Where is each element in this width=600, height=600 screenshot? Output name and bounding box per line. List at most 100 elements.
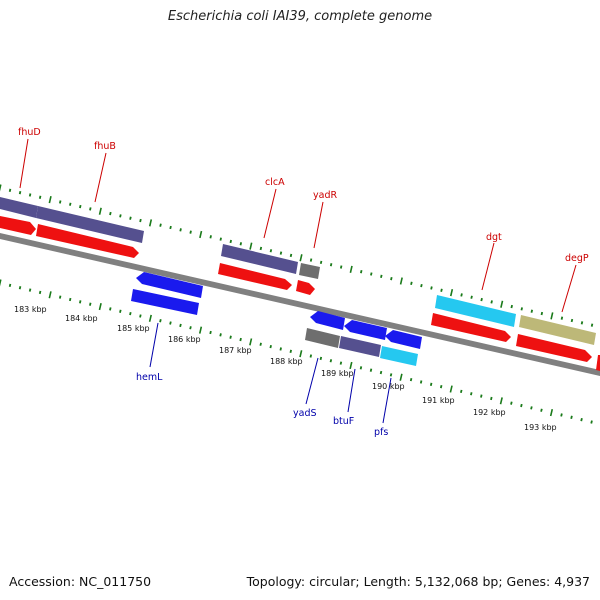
gene-label-yadR[interactable]: yadR [313, 190, 337, 201]
gene-label-pfs[interactable]: pfs [374, 427, 388, 438]
scale-tick [349, 265, 353, 273]
scale-tick [148, 219, 153, 227]
scale-tick [189, 230, 192, 234]
gene-label-hemL[interactable]: hemL [136, 372, 163, 383]
scale-tick [530, 406, 533, 410]
gene-yadR-bar[interactable] [299, 263, 320, 279]
scale-tick [8, 283, 12, 288]
scale-tick [109, 211, 112, 216]
gene-label-degP[interactable]: degP [565, 253, 589, 264]
scale-tick [399, 277, 403, 285]
kbp-label: 192 kbp [473, 408, 506, 417]
scale-tick [169, 321, 172, 325]
scale-tick [449, 289, 454, 297]
gene-label-yadS[interactable]: yadS [293, 408, 317, 419]
scale-tick [309, 258, 313, 262]
scale-tick [359, 366, 363, 370]
gene-pfs-bar[interactable] [380, 346, 418, 366]
scale-tick [199, 230, 203, 239]
gene-btuF-bar[interactable] [339, 336, 381, 357]
scale-tick [289, 253, 293, 258]
gene-degP-bar[interactable] [519, 315, 596, 345]
scale-tick [48, 196, 52, 204]
gene-feature[interactable] [218, 263, 292, 290]
kbp-label: 187 kbp [219, 346, 252, 355]
gene-feature[interactable] [296, 280, 315, 295]
scale-tick [0, 279, 2, 287]
scale-tick [410, 281, 413, 285]
gene-feature[interactable] [136, 272, 203, 298]
scale-tick [470, 392, 473, 396]
scale-tick [48, 291, 52, 299]
scale-tick [269, 249, 273, 253]
scale-tick [179, 228, 182, 232]
gene-fhuB-bar[interactable] [36, 206, 144, 243]
scale-tick [209, 330, 212, 335]
scale-tick [299, 350, 303, 358]
scale-tick [219, 333, 222, 337]
map-title: Escherichia coli IAI39, complete genome [167, 9, 433, 24]
kbp-label: 193 kbp [524, 423, 557, 432]
scale-tick [148, 314, 152, 322]
scale-tick [580, 417, 583, 422]
scale-tick [570, 318, 574, 323]
scale-tick [429, 382, 433, 386]
gene-clcA-bar[interactable] [221, 244, 298, 274]
scale-tick [159, 223, 162, 227]
scale-tick [249, 242, 253, 250]
scale-tick [109, 307, 112, 311]
scale-tick [549, 409, 554, 417]
scale-tick [119, 309, 122, 313]
scale-tick [490, 300, 493, 304]
gene-feature[interactable] [516, 334, 592, 362]
gene-feature[interactable] [431, 313, 511, 342]
scale-tick [390, 276, 393, 281]
scale-tick [78, 300, 82, 304]
scale-tick [299, 254, 303, 262]
scale-tick [89, 207, 92, 211]
gene-label-clcA[interactable]: clcA [265, 177, 285, 188]
scale-tick [409, 377, 413, 382]
scale-tick [510, 401, 513, 405]
gene-fhuD-bar[interactable] [0, 197, 38, 218]
scale-tick [58, 200, 62, 204]
gene-feature[interactable] [310, 311, 345, 330]
reverse-strand-genes [131, 272, 422, 366]
scale-tick [520, 307, 523, 311]
scale-tick [349, 361, 353, 370]
scale-tick [8, 188, 12, 192]
gene-label-fhuD[interactable]: fhuD [18, 127, 41, 138]
gene-feature[interactable] [131, 289, 199, 315]
gene-feature[interactable] [344, 320, 387, 340]
gene-yadS-bar[interactable] [305, 328, 340, 348]
scale-tick [209, 235, 212, 239]
lower-tick-row [0, 279, 593, 424]
scale-tick [139, 314, 142, 318]
gene-dgt-bar[interactable] [435, 295, 516, 327]
gene-feature[interactable] [596, 355, 600, 371]
scale-tick [399, 373, 403, 381]
scale-tick [229, 239, 233, 244]
gene-label-dgt[interactable]: dgt [486, 232, 502, 243]
gene-labels: fhuD fhuB clcA yadR dgt degP hemL yadS b… [18, 127, 589, 438]
gene-label-fhuB[interactable]: fhuB [94, 141, 116, 152]
scale-tick [590, 323, 594, 327]
kbp-scale: 183 kbp 184 kbp 185 kbp 186 kbp 187 kbp … [14, 305, 557, 432]
scale-tick [169, 225, 172, 230]
scale-tick [480, 297, 483, 302]
scale-tick [480, 394, 483, 398]
scale-tick [259, 246, 263, 251]
genome-backbone [0, 233, 600, 376]
forward-strand-genes [0, 216, 600, 371]
scale-tick [279, 347, 282, 351]
gene-label-btuF[interactable]: btuF [333, 416, 354, 427]
scale-tick [520, 403, 523, 408]
scale-tick [369, 368, 373, 372]
scale-tick [380, 274, 383, 278]
upper-tick-row [0, 184, 594, 327]
gene-feature[interactable] [36, 224, 139, 258]
gene-feature[interactable] [385, 330, 422, 349]
scale-tick [419, 380, 423, 384]
kbp-label: 184 kbp [65, 314, 98, 323]
gene-feature[interactable] [0, 216, 36, 235]
